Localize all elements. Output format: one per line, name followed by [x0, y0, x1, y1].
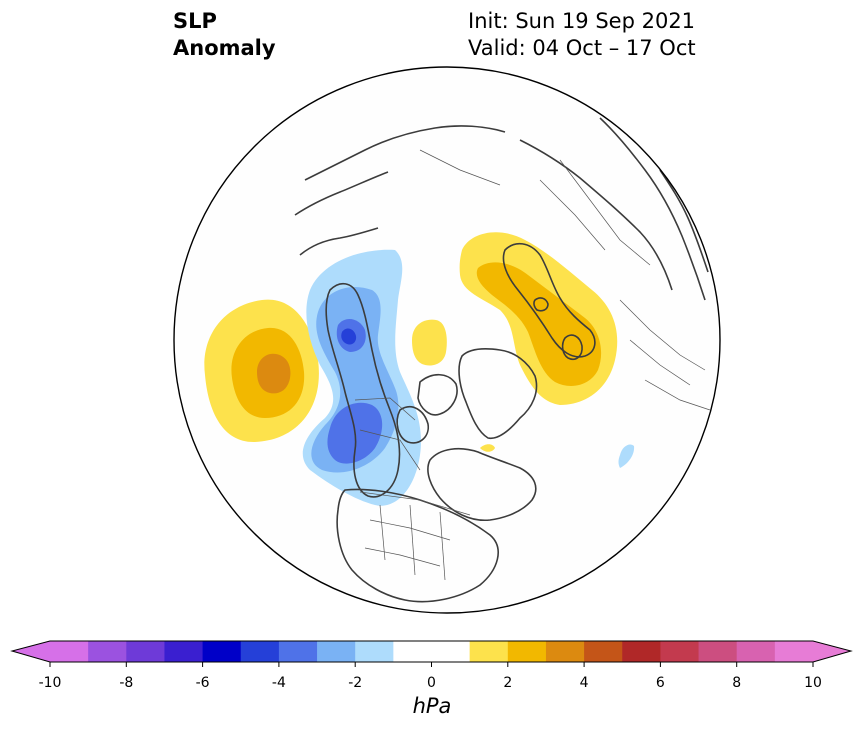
colorbar-cell [774, 641, 814, 662]
init-date: Init: Sun 19 Sep 2021 [468, 9, 696, 33]
colorbar-cell [660, 641, 700, 662]
forecast-info: Init: Sun 19 Sep 2021 Valid: 04 Oct – 17… [468, 8, 696, 62]
colorbar-unit-label: hPa [412, 694, 452, 718]
colorbar-ticks [49, 662, 814, 667]
colorbar-tick-label: 4 [579, 675, 589, 691]
title-line-1: SLP [173, 9, 217, 33]
title-line-2: Anomaly [173, 36, 276, 60]
anomaly-atlantic-patch [618, 444, 635, 468]
country-borders [354, 149, 711, 581]
colorbar-cell [393, 641, 432, 662]
colorbar-tick-label: 2 [503, 675, 513, 691]
colorbar-cell [50, 641, 89, 662]
polar-map [173, 66, 721, 614]
anomaly-alaska-low [302, 249, 421, 506]
colorbar-right-arrow [813, 641, 851, 662]
colorbar-tick-label: 10 [804, 675, 822, 691]
colorbar-tick-label: 8 [732, 675, 742, 691]
colorbar-tick-label: -6 [195, 675, 210, 691]
colorbar-cell [164, 641, 204, 662]
anomaly-arctic-high [412, 319, 447, 366]
colorbar-tick-label: -4 [271, 675, 286, 691]
anomaly-hudson-patch [480, 444, 495, 452]
colorbar-cell [126, 641, 165, 662]
colorbar-tick-label: 0 [427, 675, 436, 691]
colorbar-cell [431, 641, 471, 662]
colorbar-cell [698, 641, 738, 662]
colorbar-cell [584, 641, 623, 662]
colorbar-tick-label: -8 [119, 675, 134, 691]
colorbar-cell [317, 641, 356, 662]
valid-range: Valid: 04 Oct – 17 Oct [468, 36, 696, 60]
colorbar-tick-label: -2 [348, 675, 363, 691]
colorbar-cell [545, 641, 585, 662]
colorbar-cell [240, 641, 280, 662]
map-background [174, 67, 720, 613]
colorbar-left-arrow [12, 641, 50, 662]
colorbar-cell [622, 641, 661, 662]
coastlines [294, 117, 709, 603]
colorbar-tick-label: 6 [655, 675, 665, 691]
colorbar-cells [50, 641, 814, 662]
colorbar-cell [507, 641, 547, 662]
map-boundary [173, 66, 721, 614]
colorbar-tick-label: -10 [38, 675, 62, 691]
anomaly-north-pacific-high [204, 299, 319, 443]
colorbar-cell [355, 641, 394, 662]
colorbar-cell [469, 641, 509, 662]
colorbar-cell [278, 641, 318, 662]
colorbar-cell [736, 641, 776, 662]
map-title: SLP Anomaly [173, 8, 276, 62]
colorbar [10, 640, 853, 667]
colorbar-cell [88, 641, 127, 662]
colorbar-cell [202, 641, 242, 662]
